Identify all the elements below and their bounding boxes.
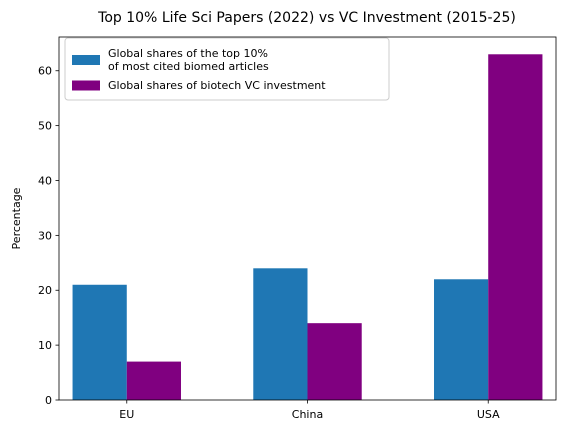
- x-tick-label: EU: [119, 408, 134, 421]
- plot-area: 0 10 20 30 40 50 60 EU China USA: [38, 36, 557, 421]
- legend: Global shares of the top 10% of most cite…: [64, 37, 390, 101]
- bar-china-series-1: [253, 268, 308, 400]
- y-tick-label: 30: [38, 229, 52, 242]
- bar-usa-series-2: [488, 54, 543, 401]
- bar-eu-series-2: [126, 361, 181, 400]
- y-axis-label: Percentage: [10, 187, 23, 249]
- x-tick-label: China: [292, 408, 323, 421]
- legend-label-series-2: Global shares of biotech VC investment: [108, 79, 326, 92]
- y-tick-label: 40: [38, 174, 52, 187]
- y-tick-label: 50: [38, 120, 52, 133]
- x-tick-label: USA: [477, 408, 500, 421]
- bar-eu-series-1: [72, 284, 127, 400]
- chart-title: Top 10% Life Sci Papers (2022) vs VC Inv…: [97, 10, 516, 26]
- legend-label-series-1: Global shares of the top 10% of most cite…: [108, 47, 269, 73]
- y-tick-label: 60: [38, 65, 52, 78]
- legend-swatch-series-2: [72, 80, 100, 91]
- y-tick-label: 0: [45, 394, 52, 407]
- legend-swatch-series-1: [72, 55, 100, 65]
- y-tick-label: 20: [38, 284, 52, 297]
- legend-frame: [64, 37, 390, 101]
- bar-usa-series-1: [434, 279, 489, 400]
- bar-china-series-2: [307, 323, 362, 400]
- y-tick-label: 10: [38, 339, 52, 352]
